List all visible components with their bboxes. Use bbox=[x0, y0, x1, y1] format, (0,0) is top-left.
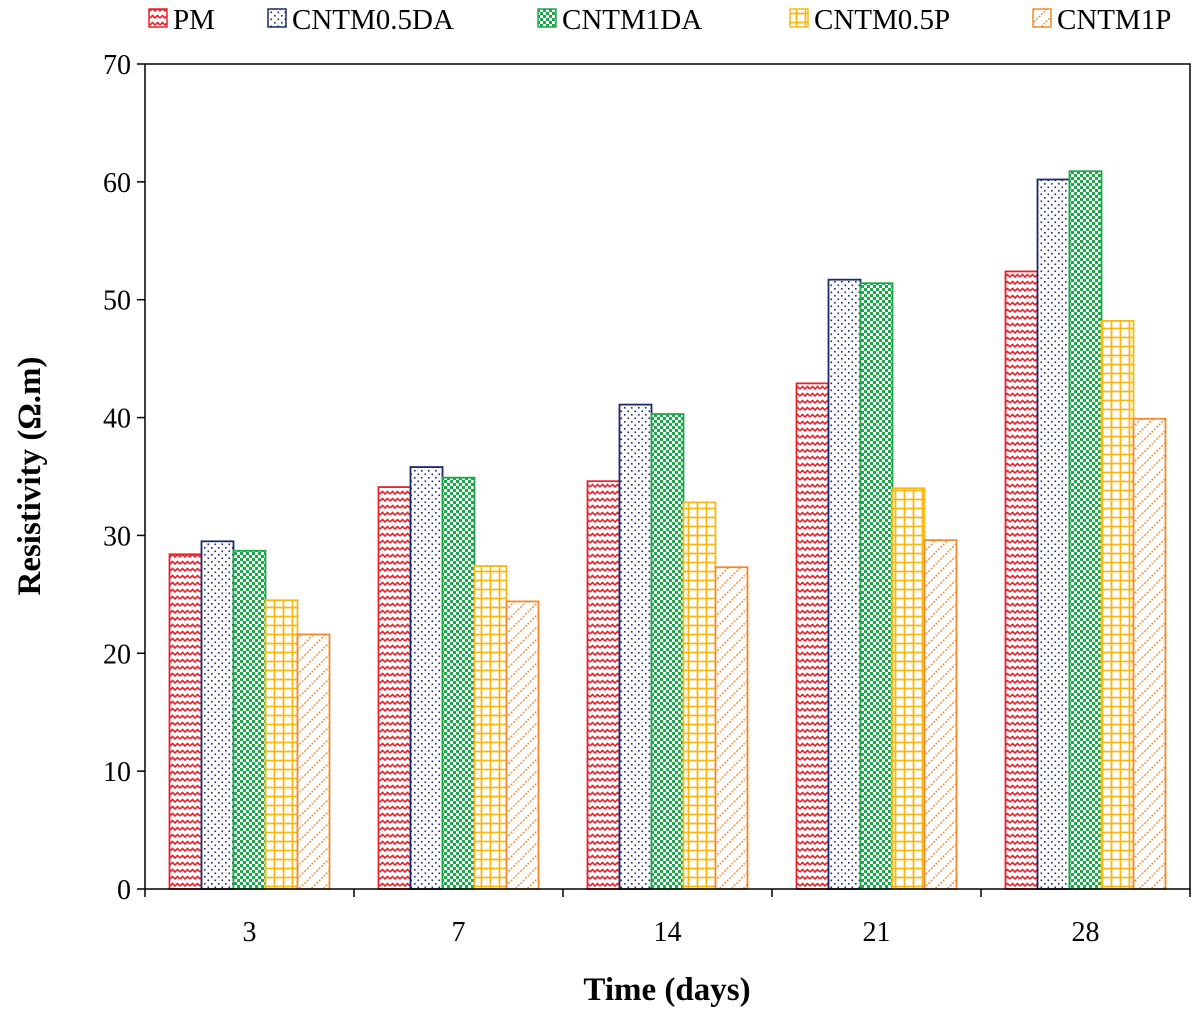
x-tick-label: 7 bbox=[452, 917, 466, 948]
bar-pm-day-7 bbox=[377, 486, 412, 890]
axes: 0 10 20 30 40 50 60 70 3 7 14 21 28 bbox=[103, 50, 1191, 948]
y-tick-label: 60 bbox=[103, 168, 131, 199]
bar-cntm0-5da-day-7 bbox=[409, 466, 444, 890]
bar-cntm1da-day-3 bbox=[232, 549, 267, 890]
bar-cntm0-5p-day-21 bbox=[891, 487, 926, 890]
bar-cntm1da-day-7 bbox=[441, 476, 476, 890]
x-axis-title: Time (days) bbox=[583, 972, 750, 1008]
legend-swatch bbox=[267, 8, 287, 28]
y-tick-label: 40 bbox=[103, 404, 131, 435]
bar-cntm1p-day-3 bbox=[296, 633, 331, 890]
legend-swatch bbox=[789, 8, 809, 28]
bar-cntm0-5da-day-3 bbox=[200, 540, 235, 890]
bar-cntm1p-day-7 bbox=[505, 600, 540, 890]
legend-swatch bbox=[148, 8, 168, 28]
y-tick-label: 30 bbox=[103, 521, 131, 552]
legend: PM CNTM0.5DA CNTM1DA CNTM0.5P CNTM1P bbox=[148, 4, 1171, 36]
legend-swatch bbox=[537, 8, 557, 28]
legend-swatch bbox=[1032, 8, 1052, 28]
bar-cntm1p-day-14 bbox=[714, 566, 749, 890]
legend-item-cntm1p: CNTM1P bbox=[1032, 4, 1171, 36]
bar-cntm0-5p-day-7 bbox=[473, 565, 508, 890]
legend-label: CNTM1P bbox=[1057, 4, 1171, 36]
bar-cntm1da-day-21 bbox=[859, 282, 894, 890]
y-tick-label: 70 bbox=[103, 50, 131, 81]
legend-item-cntm0-5da: CNTM0.5DA bbox=[267, 4, 454, 36]
y-tick-label: 50 bbox=[103, 286, 131, 317]
legend-item-cntm1da: CNTM1DA bbox=[537, 4, 702, 36]
y-tick-label: 10 bbox=[103, 757, 131, 788]
bar-cntm1da-day-14 bbox=[650, 413, 685, 890]
bar-cntm0-5p-day-14 bbox=[682, 501, 717, 890]
legend-item-cntm0-5p: CNTM0.5P bbox=[789, 4, 950, 36]
bar-cntm1p-day-28 bbox=[1132, 417, 1167, 890]
y-tick-label: 0 bbox=[117, 875, 131, 906]
bar-pm-day-28 bbox=[1004, 270, 1039, 890]
legend-item-pm: PM bbox=[148, 4, 215, 36]
bars bbox=[168, 170, 1167, 890]
x-tick-label: 21 bbox=[863, 917, 891, 948]
plot-frame bbox=[144, 63, 1191, 890]
bar-cntm0-5p-day-28 bbox=[1100, 320, 1135, 890]
x-tick-label: 14 bbox=[654, 917, 682, 948]
y-tick-label: 20 bbox=[103, 639, 131, 670]
bar-pm-day-21 bbox=[795, 382, 830, 890]
bar-cntm1da-day-28 bbox=[1068, 170, 1103, 890]
legend-label: CNTM1DA bbox=[562, 4, 702, 36]
legend-label: CNTM0.5DA bbox=[292, 4, 454, 36]
y-axis-title: Resistivity (Ω.m) bbox=[12, 356, 48, 595]
bar-pm-day-14 bbox=[586, 480, 621, 890]
bar-cntm1p-day-21 bbox=[923, 539, 958, 890]
bar-cntm0-5p-day-3 bbox=[264, 599, 299, 890]
bar-pm-day-3 bbox=[168, 553, 203, 890]
bar-cntm0-5da-day-14 bbox=[618, 403, 653, 890]
bar-cntm0-5da-day-28 bbox=[1036, 178, 1071, 890]
x-tick-label: 28 bbox=[1072, 917, 1100, 948]
bar-cntm0-5da-day-21 bbox=[827, 278, 862, 890]
x-tick-label: 3 bbox=[243, 917, 257, 948]
legend-label: CNTM0.5P bbox=[814, 4, 950, 36]
legend-label: PM bbox=[173, 4, 215, 36]
